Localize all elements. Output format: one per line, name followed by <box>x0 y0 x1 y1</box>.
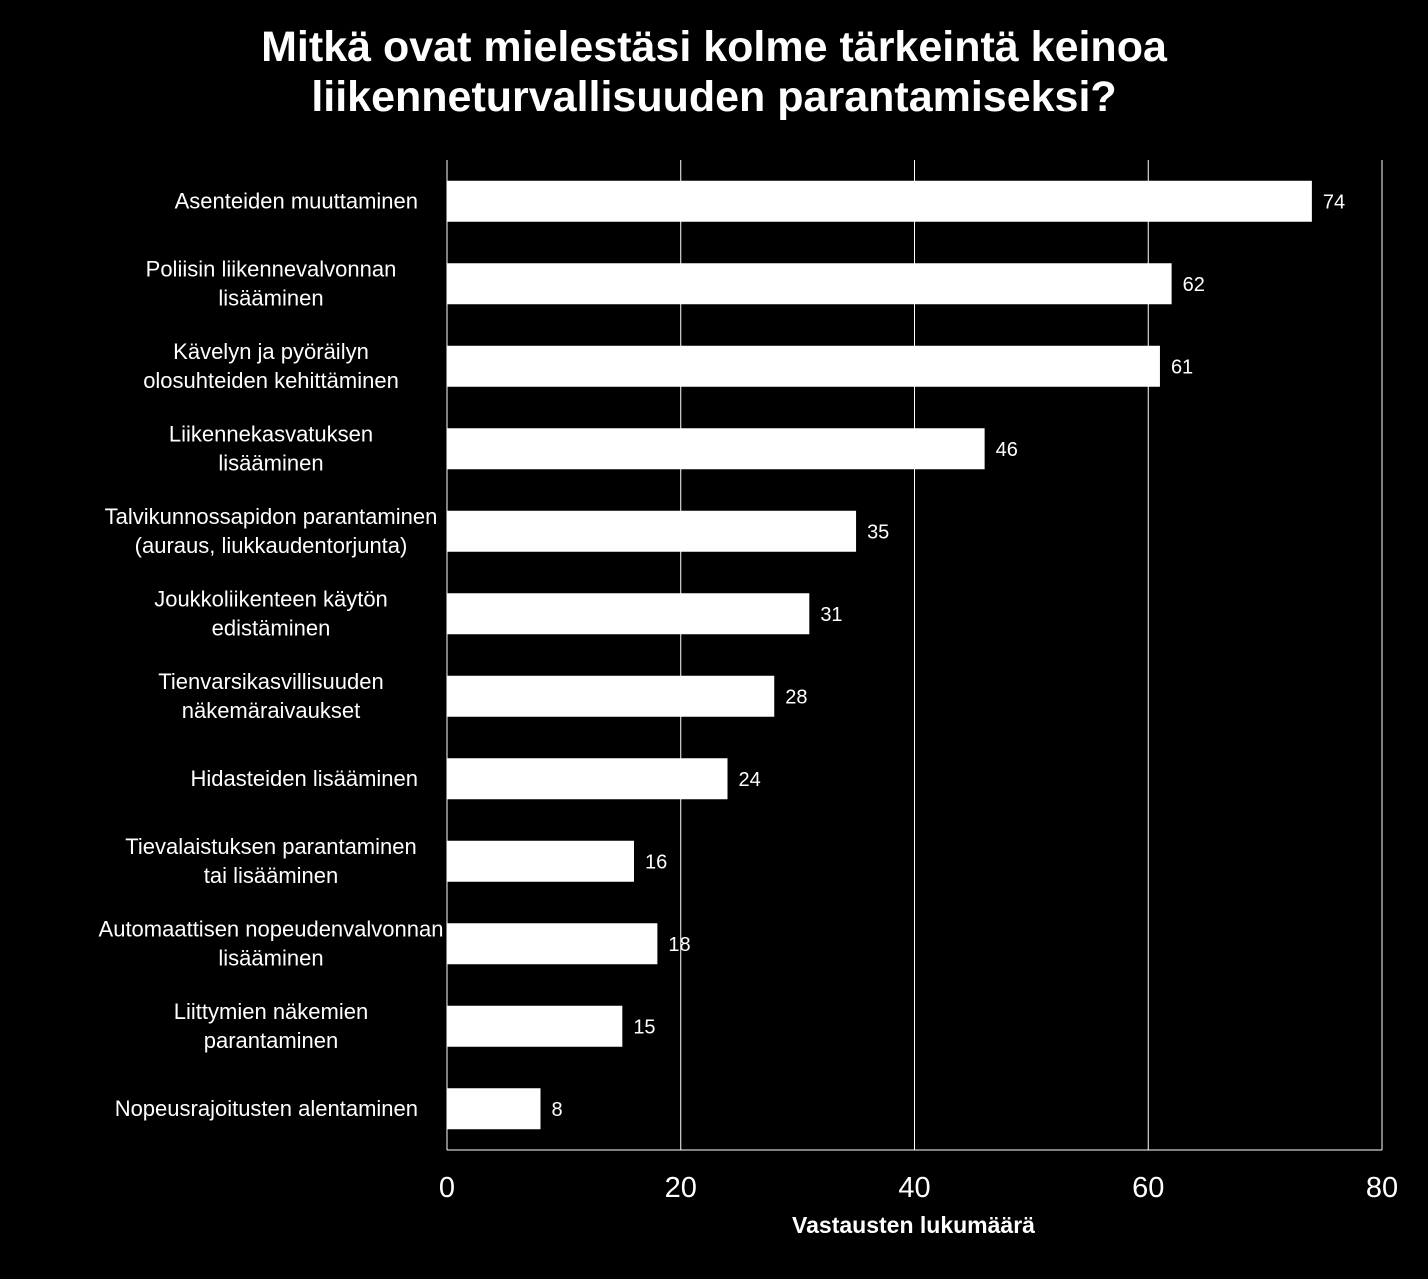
bar-5 <box>447 510 857 552</box>
value-label-2: 62 <box>1183 274 1205 296</box>
bar-12 <box>447 1088 541 1130</box>
bar-7 <box>447 675 775 717</box>
category-label-4: Liikennekasvatuksen lisääminen <box>169 421 373 475</box>
category-label-8: Hidasteiden lisääminen <box>191 766 418 791</box>
value-label-6: 31 <box>820 604 842 626</box>
bars <box>447 180 1312 1130</box>
value-label-9: 16 <box>645 851 667 873</box>
bar-8 <box>447 758 728 800</box>
category-label-2: Poliisin liikennevalvonnan lisääminen <box>146 256 397 310</box>
gridlines <box>446 160 1383 1151</box>
category-label-11: Liittymien näkemien parantaminen <box>174 999 368 1053</box>
category-label-10: Automaattisen nopeudenvalvonnan lisäämine… <box>99 916 444 970</box>
category-label-1-line-1: Asenteiden muuttaminen <box>175 188 418 213</box>
x-tick-label-60: 60 <box>1132 1172 1164 1204</box>
x-axis-ticks: 0 20 40 60 80 <box>439 1172 1398 1204</box>
category-label-5-line-1: Talvikunnossapidon parantaminen <box>105 504 438 529</box>
category-label-12: Nopeusrajoitusten alentaminen <box>115 1096 418 1121</box>
category-label-7-line-1: Tienvarsikasvillisuuden <box>158 669 383 694</box>
bar-3 <box>447 345 1160 387</box>
category-label-6-line-1: Joukkoliikenteen käytön <box>154 586 388 611</box>
value-label-11: 15 <box>633 1016 655 1038</box>
category-label-2-line-1: Poliisin liikennevalvonnan <box>146 256 397 281</box>
category-label-5: Talvikunnossapidon parantaminen (auraus, … <box>105 504 438 558</box>
x-tick-label-80: 80 <box>1366 1172 1398 1204</box>
chart-title-line-2: liikenneturvallisuuden parantamiseksi? <box>311 73 1117 121</box>
bar-4 <box>447 428 985 470</box>
category-label-4-line-2: lisääminen <box>218 450 323 475</box>
bar-10 <box>447 923 658 965</box>
category-label-7-line-2: näkemäraivaukset <box>182 698 361 723</box>
value-label-7: 28 <box>785 686 807 708</box>
category-label-5-line-2: (auraus, liukkaudentorjunta) <box>135 533 408 558</box>
category-label-8-line-1: Hidasteiden lisääminen <box>191 766 418 791</box>
category-label-11-line-1: Liittymien näkemien <box>174 999 368 1024</box>
category-label-2-line-2: lisääminen <box>218 285 323 310</box>
category-label-1: Asenteiden muuttaminen <box>175 188 418 213</box>
bar-11 <box>447 1005 623 1047</box>
x-tick-label-0: 0 <box>439 1172 455 1204</box>
category-label-10-line-1: Automaattisen nopeudenvalvonnan <box>99 916 444 941</box>
value-label-5: 35 <box>867 521 889 543</box>
value-label-8: 24 <box>739 769 761 791</box>
category-labels: Asenteiden muuttaminen Poliisin liikennev… <box>99 188 444 1121</box>
category-label-3: Kävelyn ja pyöräilyn olosuhteiden kehittä… <box>143 339 399 393</box>
bar-1 <box>447 180 1312 222</box>
value-label-3: 61 <box>1171 356 1193 378</box>
chart-title-line-1: Mitkä ovat mielestäsi kolme tärkeintä ke… <box>261 23 1167 71</box>
x-tick-label-40: 40 <box>898 1172 930 1204</box>
category-label-9-line-1: Tievalaistuksen parantaminen <box>125 834 416 859</box>
value-label-10: 18 <box>668 934 690 956</box>
value-label-1: 74 <box>1323 191 1345 213</box>
category-label-7: Tienvarsikasvillisuuden näkemäraivaukset <box>158 669 383 723</box>
value-label-4: 46 <box>996 439 1018 461</box>
x-axis-title: Vastausten lukumäärä <box>792 1212 1035 1238</box>
category-label-4-line-1: Liikennekasvatuksen <box>169 421 373 446</box>
category-label-3-line-2: olosuhteiden kehittäminen <box>143 368 399 393</box>
category-label-12-line-1: Nopeusrajoitusten alentaminen <box>115 1096 418 1121</box>
value-labels: 74 62 61 46 35 31 28 24 16 18 15 8 <box>552 191 1346 1121</box>
x-tick-label-20: 20 <box>665 1172 697 1204</box>
category-label-11-line-2: parantaminen <box>204 1028 339 1053</box>
bar-9 <box>447 840 634 882</box>
category-label-9-line-2: tai lisääminen <box>204 863 339 888</box>
category-label-3-line-1: Kävelyn ja pyöräilyn <box>173 339 369 364</box>
bar-6 <box>447 593 810 635</box>
category-label-6-line-2: edistäminen <box>212 615 331 640</box>
category-label-9: Tievalaistuksen parantaminen tai lisäämin… <box>125 834 416 888</box>
category-label-10-line-2: lisääminen <box>218 945 323 970</box>
category-label-6: Joukkoliikenteen käytön edistäminen <box>154 586 388 640</box>
bar-2 <box>447 263 1172 305</box>
chart-title: Mitkä ovat mielestäsi kolme tärkeintä ke… <box>0 22 1428 122</box>
value-label-12: 8 <box>552 1099 563 1121</box>
